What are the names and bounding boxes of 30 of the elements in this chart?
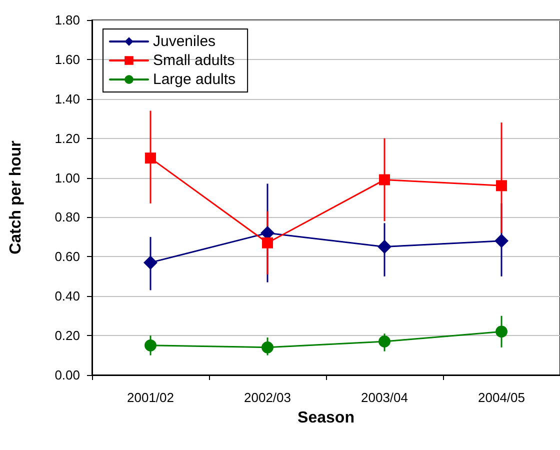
legend-label: Juveniles: [153, 33, 216, 50]
y-tick-label: 1.20: [54, 130, 80, 146]
y-tick-label: 0.20: [54, 328, 80, 344]
y-tick-label: 1.80: [54, 12, 80, 28]
x-tick-label: 2001/02: [127, 390, 174, 405]
point: [262, 237, 273, 248]
point: [494, 234, 508, 248]
point: [144, 256, 158, 270]
point: [262, 341, 274, 354]
point: [496, 326, 508, 338]
x-tick-label: 2004/05: [478, 390, 525, 405]
legend-label: Large adults: [153, 71, 236, 88]
y-tick-label: 1.40: [54, 91, 80, 106]
x-tick-label: 2002/03: [244, 390, 291, 405]
y-tick-label: 0.00: [54, 368, 80, 382]
y-tick-label: 0.60: [54, 249, 80, 264]
point: [144, 339, 156, 352]
point: [379, 174, 390, 186]
y-tick-label: 0.80: [54, 210, 80, 225]
x-axis-title: Season: [298, 410, 354, 426]
y-tick-label: 0.40: [54, 288, 80, 304]
point: [145, 152, 156, 164]
y-tick-label: 1.00: [54, 170, 80, 186]
y-tick-label: 1.60: [54, 52, 80, 67]
point: [496, 180, 507, 192]
legend-label: Small adults: [153, 52, 235, 69]
point: [378, 240, 392, 254]
point: [378, 335, 390, 348]
y-axis-title: Catch per hour: [8, 140, 24, 254]
x-tick-label: 2003/04: [361, 390, 408, 405]
